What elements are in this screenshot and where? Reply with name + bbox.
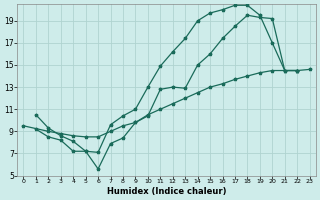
X-axis label: Humidex (Indice chaleur): Humidex (Indice chaleur) (107, 187, 226, 196)
